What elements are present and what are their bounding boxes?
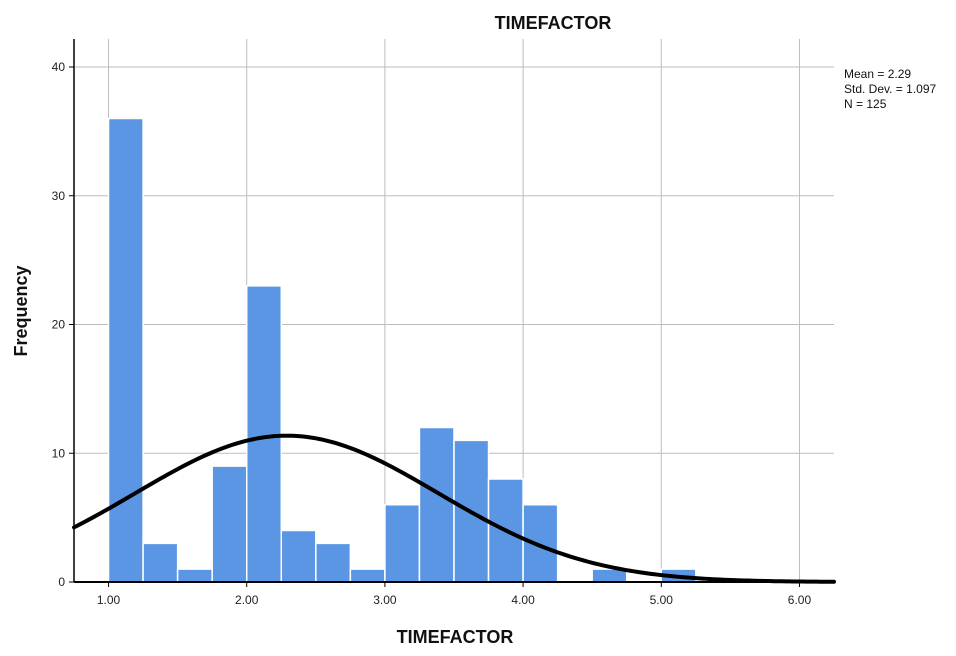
stats-box: Mean = 2.29 Std. Dev. = 1.097 N = 125	[844, 67, 936, 111]
histogram-bar-8	[384, 504, 421, 583]
y-tick-label-3: 30	[52, 189, 66, 203]
x-tick-label-1: 2.00	[235, 593, 259, 607]
x-tick-label-4: 5.00	[650, 593, 674, 607]
x-tick-labels: 1.00 2.00 3.00 4.00 5.00 6.00	[97, 582, 812, 607]
x-tick-label-2: 3.00	[373, 593, 397, 607]
stat-std-dev: Std. Dev. = 1.097	[844, 82, 936, 96]
y-tick-label-0: 0	[58, 575, 65, 589]
stat-mean: Mean = 2.29	[844, 67, 911, 81]
histogram-bars	[107, 117, 697, 583]
histogram-bar-9	[418, 426, 455, 583]
x-tick-label-5: 6.00	[788, 593, 812, 607]
histogram-bar-6	[315, 542, 352, 583]
x-tick-label-0: 1.00	[97, 593, 121, 607]
y-tick-label-2: 20	[52, 318, 66, 332]
histogram-bar-12	[522, 504, 559, 583]
y-tick-labels: 0 10 20 30 40	[52, 60, 74, 589]
y-tick-label-1: 10	[52, 446, 66, 460]
histogram-bar-4	[245, 285, 283, 583]
histogram-bar-2	[176, 568, 213, 583]
normal-curve	[72, 433, 836, 584]
chart-title: TIMEFACTOR	[495, 13, 612, 33]
histogram-bar-7	[349, 568, 386, 583]
y-axis-title: Frequency	[11, 265, 31, 356]
histogram-bar-3	[211, 465, 248, 583]
y-tick-label-4: 40	[52, 60, 66, 74]
x-tick-label-3: 4.00	[511, 593, 535, 607]
stat-n: N = 125	[844, 97, 887, 111]
histogram-bar-1	[142, 542, 179, 583]
histogram-bar-5	[280, 529, 317, 583]
x-axis-title: TIMEFACTOR	[397, 627, 514, 647]
axes	[73, 39, 834, 583]
histogram-bar-0	[107, 117, 144, 583]
